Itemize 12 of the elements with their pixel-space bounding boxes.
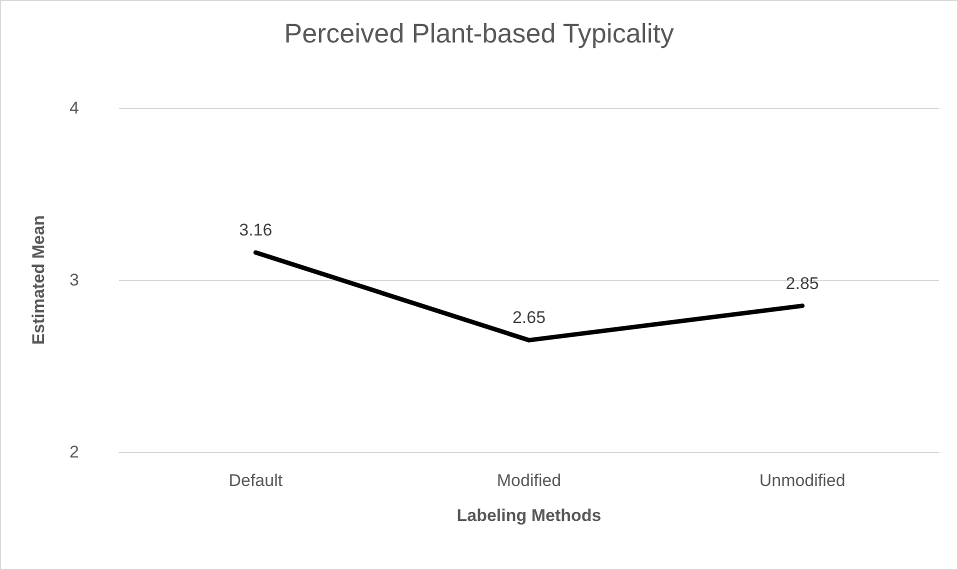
x-tick-label: Default	[228, 471, 283, 490]
x-tick-label: Modified	[496, 471, 562, 490]
data-label: 3.16	[239, 220, 272, 240]
y-tick-label: 2	[70, 442, 79, 462]
y-axis-title: Estimated Mean	[29, 215, 48, 345]
x-tick-label: Unmodified	[759, 471, 846, 490]
data-label: 2.65	[512, 308, 546, 328]
data-label: 2.85	[786, 274, 819, 293]
chart-title: Perceived Plant-based Typicality	[284, 18, 674, 48]
x-axis-title: Labeling Methods	[456, 506, 602, 525]
y-tick-label: 4	[70, 98, 79, 118]
y-tick-label: 3	[70, 270, 79, 290]
